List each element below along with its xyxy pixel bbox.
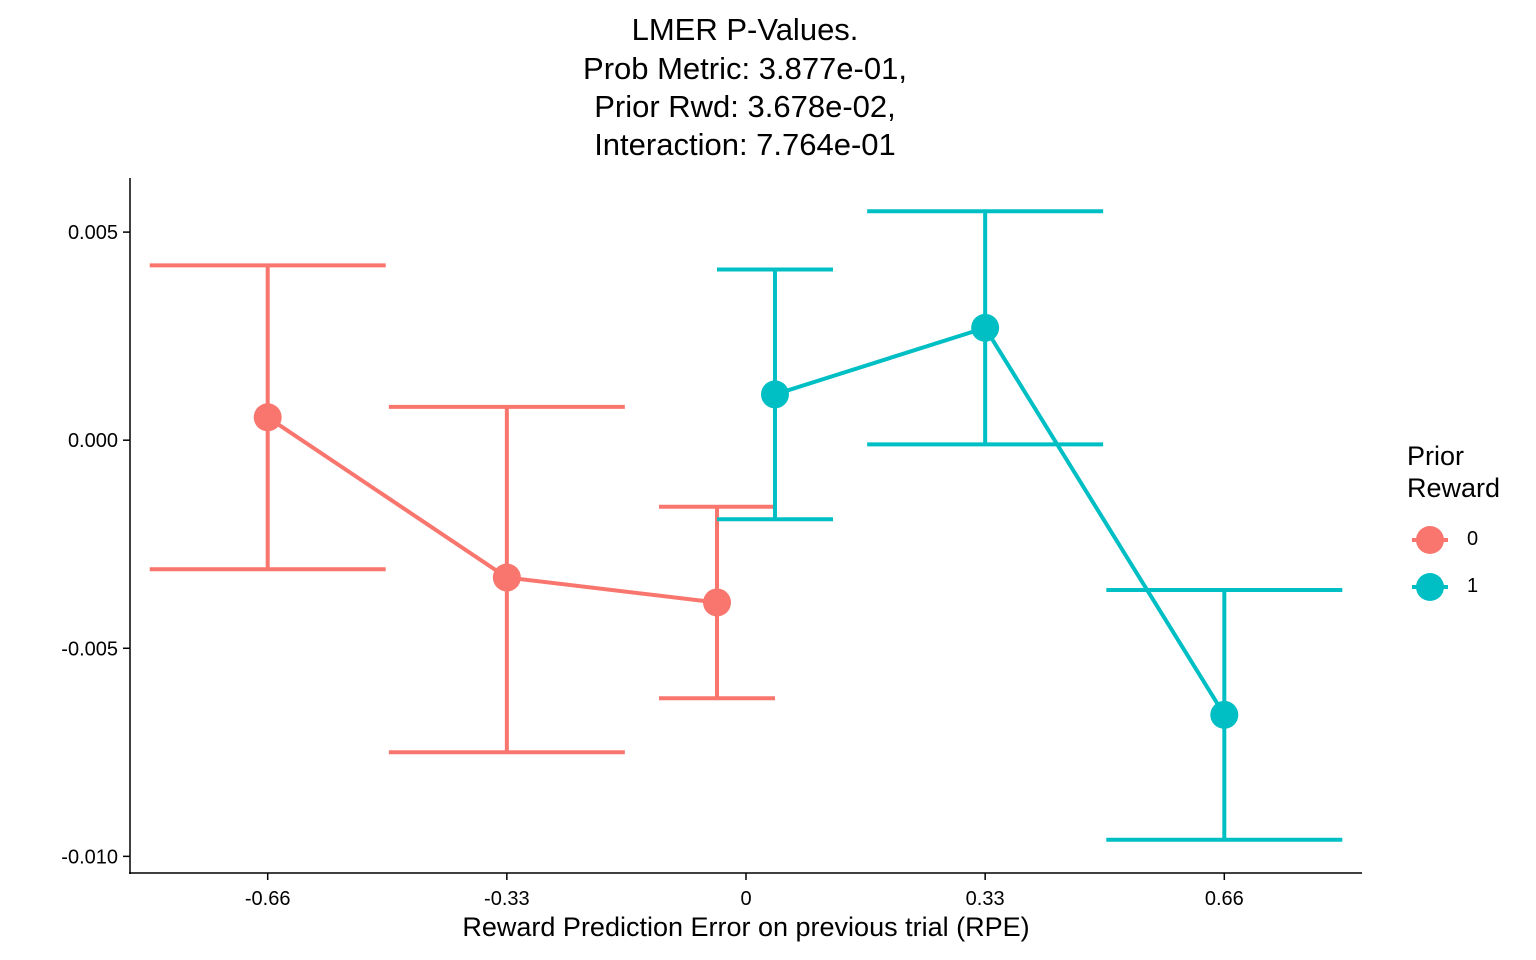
x-axis-label: Reward Prediction Error on previous tria… [462,912,1030,942]
legend-key-point-1 [1416,573,1444,601]
x-tick-label-3: 0.33 [966,888,1005,910]
x-tick-label-2: 0 [740,888,751,910]
title-line-1: LMER P-Values. [631,12,859,47]
y-tick-label-2: -0.005 [61,638,118,660]
point-1-2 [1210,700,1239,729]
legend-title-line-1: Prior [1407,441,1465,471]
x-tick-label-4: 0.66 [1205,888,1244,910]
legend-title-line-2: Reward [1407,473,1501,503]
y-tick-label-1: 0.000 [68,430,118,452]
series-line-1 [774,325,1227,716]
point-0-2 [703,588,732,617]
point-0-0 [253,403,282,432]
series-line-0 [266,415,718,605]
title-line-2: Prob Metric: 3.877e-01, [583,51,907,86]
x-tick-label-0: -0.66 [245,888,291,910]
x-tick-label-1: -0.33 [484,888,530,910]
title-line-3: Prior Rwd: 3.678e-02, [594,89,896,124]
point-0-1 [492,563,521,592]
legend-label-0: 0 [1467,528,1479,550]
legend-label-1: 1 [1467,575,1479,597]
y-tick-label-3: -0.010 [61,846,118,868]
y-tick-label-0: 0.005 [68,222,118,244]
legend-key-point-0 [1416,526,1444,554]
point-1-1 [971,313,1000,342]
legend-title: Prior Reward [1407,440,1500,504]
title-line-4: Interaction: 7.764e-01 [594,127,896,162]
point-1-0 [760,380,789,409]
